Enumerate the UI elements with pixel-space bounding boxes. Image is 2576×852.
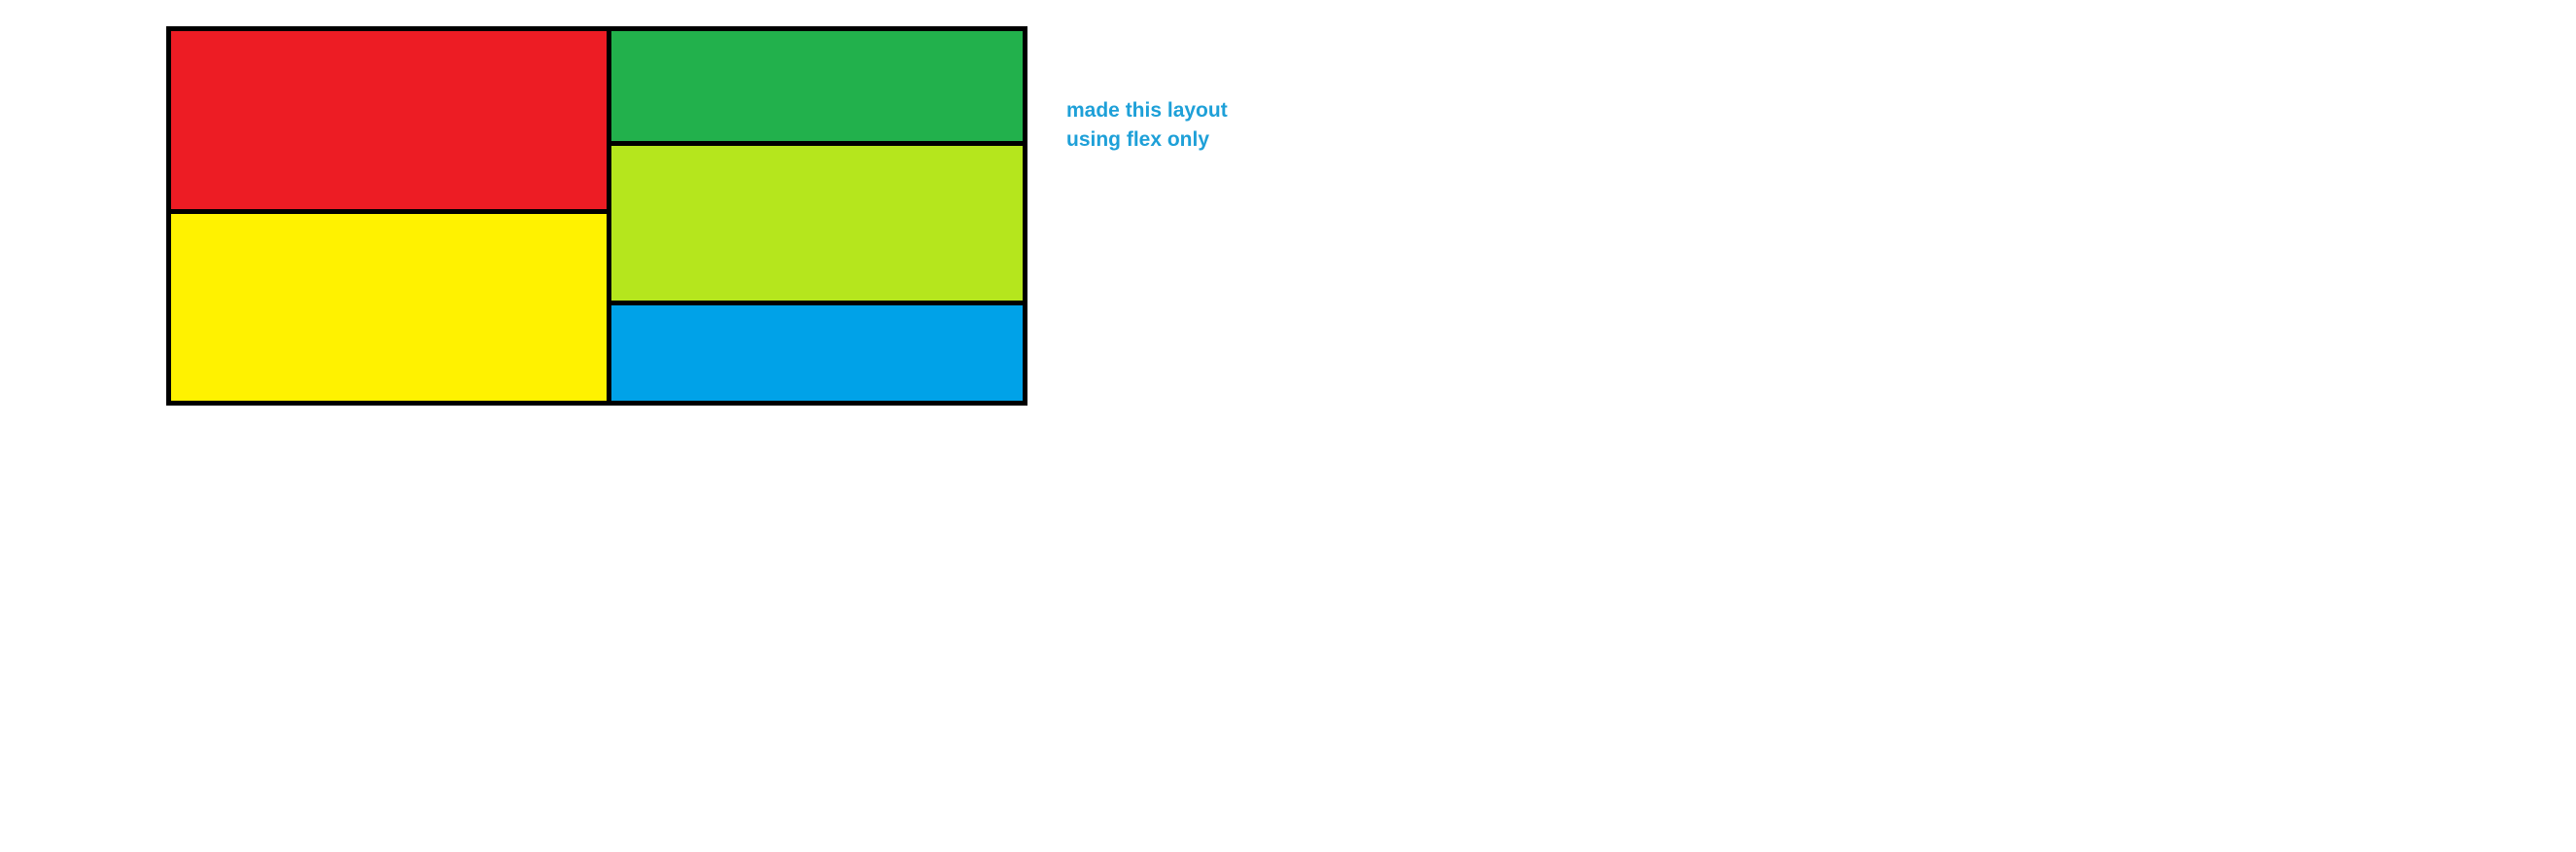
- right-column: [611, 31, 1023, 401]
- blue-block: [611, 305, 1023, 401]
- yellow-block: [171, 214, 607, 401]
- annotation-note: made this layout using flex only: [1066, 96, 1280, 155]
- annotation-line-1: made this layout: [1066, 99, 1228, 122]
- lime-block: [611, 146, 1023, 305]
- green-block: [611, 31, 1023, 146]
- annotation-line-2: using flex only: [1066, 128, 1210, 151]
- flex-layout-diagram: [166, 26, 1027, 406]
- left-column: [171, 31, 611, 401]
- red-block: [171, 31, 607, 214]
